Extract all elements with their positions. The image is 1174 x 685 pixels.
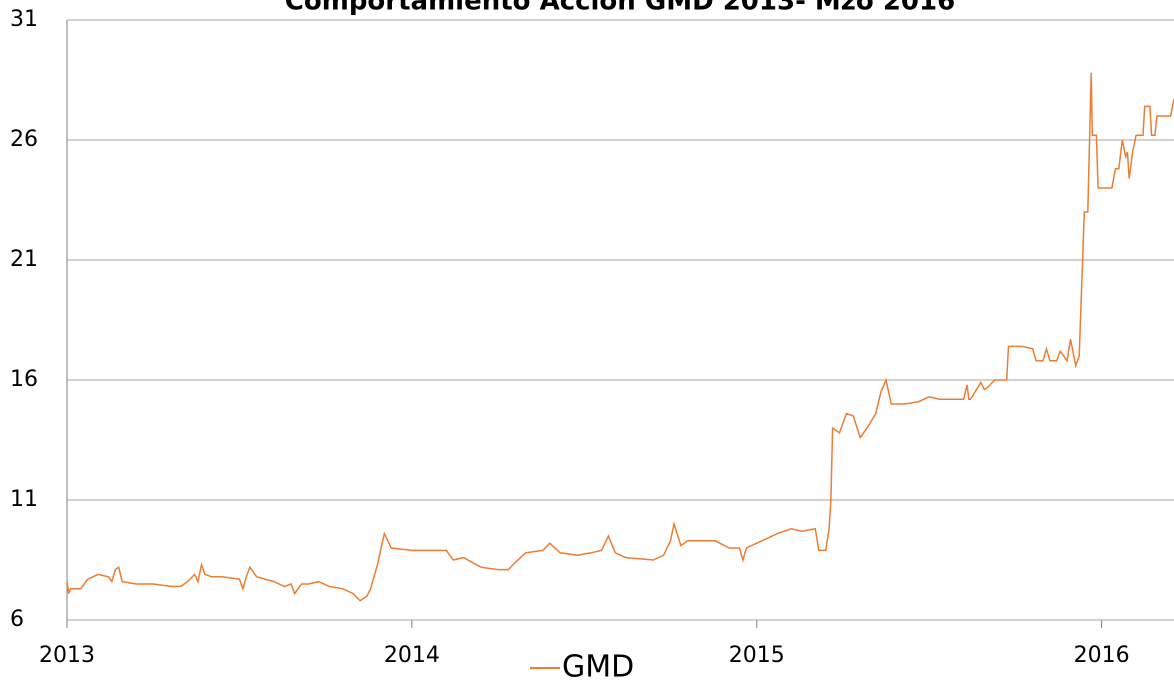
y-tick-label: 16 (10, 367, 38, 392)
x-tick-label: 2013 (39, 643, 95, 668)
y-tick-label: 6 (10, 607, 24, 632)
legend-label: GMD (562, 650, 634, 685)
x-tick-label: 2014 (384, 643, 440, 668)
y-tick-label: 26 (10, 127, 38, 152)
y-tick-label: 11 (10, 487, 38, 512)
x-tick-label: 2016 (1074, 643, 1130, 668)
chart-title: Comportamiento Accion GMD 2013- Mzo 2016 (285, 0, 955, 17)
y-tick-label: 21 (10, 247, 38, 272)
series-line (66, 72, 1174, 602)
x-tick-label: 2015 (729, 643, 785, 668)
y-tick-label: 31 (10, 7, 38, 32)
